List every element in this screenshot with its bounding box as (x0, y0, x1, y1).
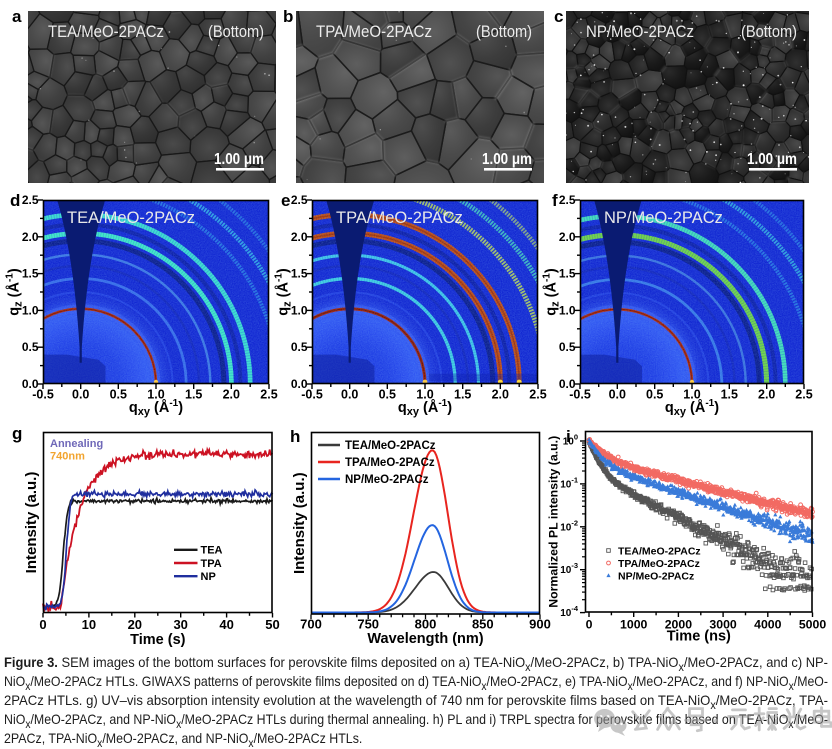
svg-text:-0.5: -0.5 (569, 388, 591, 402)
svg-text:0.0: 0.0 (341, 388, 358, 402)
svg-text:10: 10 (82, 617, 96, 632)
svg-text:10-3: 10-3 (560, 561, 578, 576)
svg-text:750: 750 (357, 617, 379, 632)
svg-text:TPA: TPA (201, 558, 222, 570)
svg-text:4000: 4000 (754, 618, 782, 632)
svg-text:0.5: 0.5 (110, 388, 127, 402)
svg-text:Time (ns): Time (ns) (666, 629, 730, 645)
svg-text:50: 50 (265, 617, 279, 632)
svg-text:3000: 3000 (709, 618, 737, 632)
svg-text:TEA/MeO-2PACz: TEA/MeO-2PACz (48, 23, 164, 41)
svg-text:Intensity (a.u.): Intensity (a.u.) (23, 472, 40, 574)
svg-text:TPA/MeO-2PACz: TPA/MeO-2PACz (336, 209, 463, 227)
svg-text:800: 800 (415, 617, 437, 632)
svg-text:NP/MeO-2PACz: NP/MeO-2PACz (604, 209, 723, 227)
svg-text:1.5: 1.5 (721, 388, 738, 402)
svg-text:10-2: 10-2 (560, 518, 578, 533)
svg-text:2.0: 2.0 (559, 230, 576, 244)
svg-text:2.0: 2.0 (492, 388, 509, 402)
svg-text:2.0: 2.0 (223, 388, 240, 402)
svg-text:1.0: 1.0 (416, 388, 433, 402)
svg-text:qxy (Å-1): qxy (Å-1) (129, 398, 183, 418)
svg-text:NP/MeO-2PACz: NP/MeO-2PACz (586, 23, 694, 41)
svg-text:1.00 μm: 1.00 μm (214, 151, 264, 168)
svg-text:10-1: 10-1 (560, 475, 578, 490)
svg-text:0.0: 0.0 (72, 388, 89, 402)
svg-text:-0.5: -0.5 (32, 388, 54, 402)
svg-text:2.5: 2.5 (260, 388, 277, 402)
svg-text:0.0: 0.0 (559, 377, 576, 391)
svg-text:1.0: 1.0 (683, 388, 700, 402)
svg-text:30: 30 (173, 617, 187, 632)
svg-text:(Bottom): (Bottom) (208, 23, 264, 41)
svg-text:850: 850 (472, 617, 494, 632)
svg-text:0: 0 (39, 617, 46, 632)
svg-text:qxy (Å-1): qxy (Å-1) (398, 398, 452, 418)
svg-text:Wavelength (nm): Wavelength (nm) (367, 631, 483, 647)
svg-text:NP/MeO-2PACz: NP/MeO-2PACz (345, 474, 429, 486)
svg-text:5000: 5000 (798, 618, 826, 632)
svg-text:0.0: 0.0 (609, 388, 626, 402)
svg-text:2.0: 2.0 (291, 230, 308, 244)
svg-text:1.5: 1.5 (291, 267, 308, 281)
svg-text:2.5: 2.5 (22, 193, 39, 207)
svg-text:0.5: 0.5 (559, 340, 576, 354)
svg-text:Intensity (a.u.): Intensity (a.u.) (291, 472, 308, 574)
svg-text:0.0: 0.0 (291, 377, 308, 391)
svg-text:TEA/MeO-2PACz: TEA/MeO-2PACz (618, 545, 701, 557)
svg-text:1.0: 1.0 (559, 303, 576, 317)
svg-text:1.0: 1.0 (22, 303, 39, 317)
svg-text:40: 40 (219, 617, 233, 632)
svg-text:0.0: 0.0 (22, 377, 39, 391)
svg-text:10-4: 10-4 (560, 604, 579, 619)
svg-text:NP: NP (201, 571, 216, 583)
svg-text:1.00 μm: 1.00 μm (747, 151, 797, 168)
svg-text:1000: 1000 (620, 618, 648, 632)
svg-text:1.5: 1.5 (454, 388, 471, 402)
svg-text:20: 20 (128, 617, 142, 632)
svg-text:0: 0 (585, 618, 592, 632)
svg-text:(Bottom): (Bottom) (476, 23, 532, 41)
svg-text:TEA: TEA (201, 545, 223, 557)
svg-text:1.5: 1.5 (185, 388, 202, 402)
svg-text:1.0: 1.0 (147, 388, 164, 402)
svg-text:2.5: 2.5 (291, 193, 308, 207)
svg-text:2.5: 2.5 (795, 388, 812, 402)
svg-text:0.5: 0.5 (379, 388, 396, 402)
svg-text:(Bottom): (Bottom) (741, 23, 797, 41)
svg-text:1.5: 1.5 (22, 267, 39, 281)
svg-text:Annealing: Annealing (50, 438, 103, 450)
svg-text:2.5: 2.5 (529, 388, 546, 402)
svg-text:2.5: 2.5 (559, 193, 576, 207)
svg-text:0.5: 0.5 (646, 388, 663, 402)
svg-text:qxy (Å-1): qxy (Å-1) (665, 398, 719, 418)
svg-text:2.0: 2.0 (758, 388, 775, 402)
svg-text:1.00 μm: 1.00 μm (482, 151, 532, 168)
svg-text:1.0: 1.0 (291, 303, 308, 317)
svg-text:0.5: 0.5 (291, 340, 308, 354)
svg-text:Normalized PL intensity (a.u.): Normalized PL intensity (a.u.) (546, 436, 560, 608)
svg-text:TPA/MeO-2PACz: TPA/MeO-2PACz (345, 457, 435, 469)
svg-text:2000: 2000 (664, 618, 692, 632)
svg-text:1.5: 1.5 (559, 267, 576, 281)
svg-text:700: 700 (300, 617, 322, 632)
svg-text:740nm: 740nm (50, 451, 85, 463)
svg-text:TPA/MeO-2PACz: TPA/MeO-2PACz (316, 23, 432, 41)
svg-text:900: 900 (529, 617, 551, 632)
svg-text:TEA/MeO-2PACz: TEA/MeO-2PACz (67, 209, 195, 227)
svg-text:2.0: 2.0 (22, 230, 39, 244)
svg-text:Time (s): Time (s) (130, 632, 186, 648)
svg-text:-0.5: -0.5 (301, 388, 323, 402)
svg-text:TPA/MeO-2PACz: TPA/MeO-2PACz (618, 558, 700, 570)
svg-text:NP/MeO-2PACz: NP/MeO-2PACz (618, 570, 694, 582)
svg-text:0.5: 0.5 (22, 340, 39, 354)
svg-text:TEA/MeO-2PACz: TEA/MeO-2PACz (345, 440, 436, 452)
